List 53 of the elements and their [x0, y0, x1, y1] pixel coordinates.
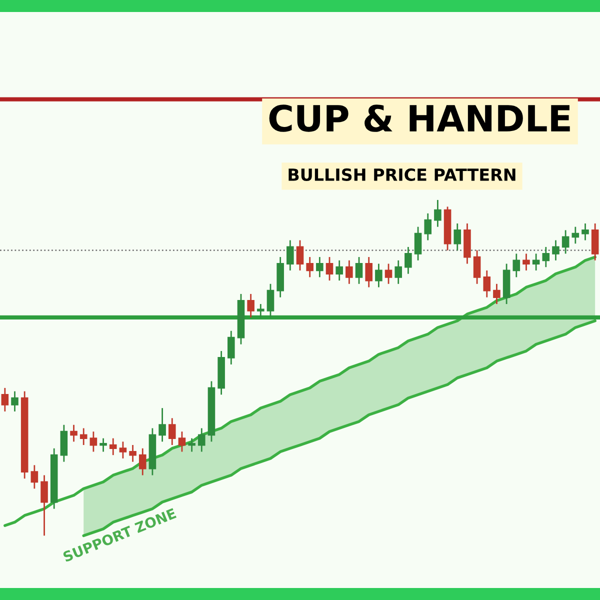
candlestick	[109, 438, 117, 456]
candlestick	[552, 240, 560, 262]
candlestick	[404, 246, 412, 275]
candlestick	[178, 430, 186, 452]
candlestick	[326, 256, 334, 282]
candlestick	[100, 438, 107, 452]
candlestick	[355, 256, 363, 285]
candlestick	[346, 260, 353, 285]
candlestick	[316, 256, 324, 278]
candlestick	[306, 256, 314, 278]
candlestick	[384, 263, 392, 285]
candlestick	[336, 260, 343, 282]
candlestick	[247, 293, 254, 318]
chart-title: CUP & HANDLE	[269, 104, 570, 132]
candlestick	[394, 260, 402, 285]
candlestick	[1, 387, 9, 412]
candlestick	[286, 240, 294, 272]
candlestick	[483, 270, 491, 298]
candlestick	[572, 226, 580, 244]
candlestick	[454, 222, 462, 252]
chart-subtitle: BULLISH PRICE PATTERN	[288, 168, 516, 181]
candlestick	[473, 250, 481, 285]
candlestick	[158, 407, 166, 442]
candlestick	[562, 229, 570, 254]
candlestick	[90, 430, 98, 452]
candlestick	[198, 428, 206, 452]
candlestick	[424, 212, 432, 241]
candlestick	[70, 424, 78, 442]
candlestick	[228, 330, 235, 366]
candlestick	[542, 246, 550, 268]
candlestick	[60, 424, 68, 462]
candlestick	[266, 283, 274, 318]
candlestick	[11, 390, 18, 412]
candlestick	[591, 222, 599, 262]
candlestick	[188, 438, 196, 452]
candlestick	[129, 444, 136, 462]
candlestick	[414, 226, 422, 262]
candlestick	[296, 240, 304, 272]
candlestick	[365, 256, 372, 288]
candlestick	[168, 417, 176, 446]
candlestick	[532, 252, 540, 272]
candlestick	[119, 440, 127, 460]
candlestick	[375, 263, 382, 288]
candlestick	[434, 199, 442, 228]
candlestick	[80, 428, 88, 446]
candlestick	[257, 303, 264, 318]
candlestick	[512, 252, 520, 278]
candlestick	[493, 283, 500, 305]
candlestick	[30, 464, 38, 490]
candlestick	[40, 474, 48, 536]
candlestick	[522, 252, 530, 272]
candlestick	[138, 448, 146, 476]
candlestick	[582, 222, 589, 241]
